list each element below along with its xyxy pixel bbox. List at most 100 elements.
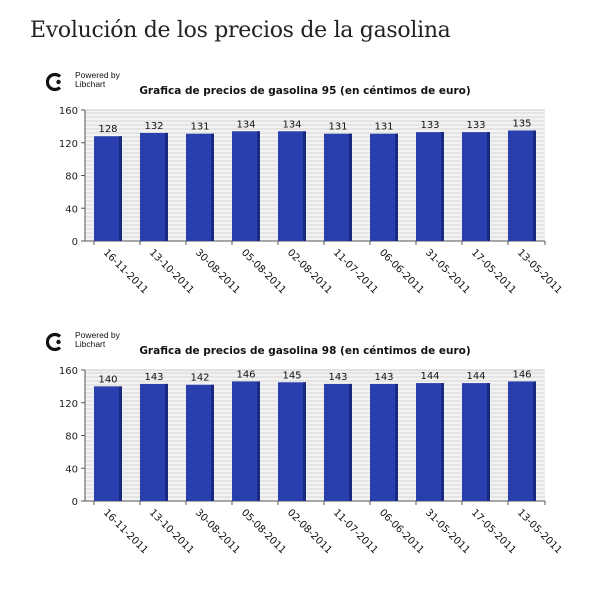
logo-line1: Powered by: [75, 70, 120, 80]
bar-shade: [533, 381, 536, 501]
y-tick-label: 80: [65, 432, 78, 443]
data-label: 131: [374, 122, 393, 133]
gasoline-98-chart: Powered by Libchart Grafica de precios d…: [0, 330, 613, 590]
bar: [462, 383, 490, 501]
x-tick-label: 02-08-2011: [285, 507, 334, 556]
bar-shade: [257, 381, 260, 501]
x-tick-label: 16-11-2011: [101, 507, 150, 556]
data-label: 144: [420, 371, 439, 382]
bar-shade: [487, 132, 490, 241]
libchart-icon: [46, 72, 62, 92]
bar-shade: [441, 132, 444, 241]
bar: [278, 131, 306, 241]
data-label: 132: [144, 121, 163, 132]
bar: [324, 383, 352, 501]
bar-chart-95: Grafica de precios de gasolina 95 (en cé…: [59, 85, 564, 296]
bar: [416, 132, 444, 241]
x-tick-label: 31-05-2011: [423, 247, 472, 296]
y-tick-label: 120: [59, 139, 78, 150]
libchart-logo: Powered by Libchart: [46, 70, 136, 100]
libchart-icon: [46, 332, 62, 352]
x-tick-label: 06-06-2011: [377, 247, 426, 296]
bar: [508, 130, 536, 241]
bar: [232, 131, 260, 241]
bar: [140, 383, 168, 501]
data-label: 133: [420, 120, 439, 131]
bar: [324, 133, 352, 241]
x-tick-label: 17-05-2011: [469, 247, 518, 296]
x-tick-label: 30-08-2011: [193, 507, 242, 556]
y-tick-label: 120: [59, 399, 78, 410]
x-tick-label: 02-08-2011: [285, 247, 334, 296]
bar-shade: [487, 383, 490, 501]
data-label: 146: [512, 369, 531, 380]
bar-shade: [349, 383, 352, 501]
logo-line2: Libchart: [75, 79, 106, 89]
data-label: 135: [512, 118, 531, 129]
x-tick-label: 13-10-2011: [147, 507, 196, 556]
bar: [94, 136, 122, 241]
chart-title: Grafica de precios de gasolina 95 (en cé…: [139, 85, 470, 97]
x-tick-label: 31-05-2011: [423, 507, 472, 556]
bar-chart-98: Grafica de precios de gasolina 98 (en cé…: [59, 345, 564, 556]
x-tick-label: 11-07-2011: [331, 247, 380, 296]
y-tick-label: 40: [65, 204, 78, 215]
bar: [278, 382, 306, 501]
x-tick-label: 05-08-2011: [239, 507, 288, 556]
bar: [416, 383, 444, 501]
bar: [186, 384, 214, 501]
data-label: 128: [98, 124, 117, 135]
y-tick-label: 40: [65, 464, 78, 475]
bar: [508, 381, 536, 501]
bar: [462, 132, 490, 241]
data-label: 143: [374, 372, 393, 383]
bar-shade: [349, 133, 352, 241]
data-label: 145: [282, 370, 301, 381]
chart-title: Grafica de precios de gasolina 98 (en cé…: [139, 345, 470, 357]
bar-shade: [211, 384, 214, 501]
bar: [140, 132, 168, 241]
data-label: 140: [98, 374, 117, 385]
x-tick-label: 05-08-2011: [239, 247, 288, 296]
logo-line1: Powered by: [75, 330, 120, 340]
bar-shade: [165, 132, 168, 241]
logo-text: Powered by Libchart: [75, 331, 120, 349]
x-tick-label: 13-05-2011: [515, 507, 564, 556]
x-tick-label: 06-06-2011: [377, 507, 426, 556]
page-title: Evolución de los precios de la gasolina: [30, 18, 451, 43]
data-label: 143: [144, 372, 163, 383]
y-tick-label: 0: [72, 237, 78, 248]
bar: [94, 386, 122, 501]
bar: [232, 381, 260, 501]
x-tick-label: 17-05-2011: [469, 507, 518, 556]
x-tick-label: 30-08-2011: [193, 247, 242, 296]
bar-shade: [119, 136, 122, 241]
data-label: 143: [328, 372, 347, 383]
bar-shade: [395, 383, 398, 501]
libchart-logo: Powered by Libchart: [46, 330, 136, 360]
x-tick-label: 13-10-2011: [147, 247, 196, 296]
logo-text: Powered by Libchart: [75, 71, 120, 89]
data-label: 134: [282, 119, 301, 130]
y-tick-label: 160: [59, 106, 78, 117]
x-tick-label: 13-05-2011: [515, 247, 564, 296]
bar-shade: [533, 130, 536, 241]
bar-shade: [257, 131, 260, 241]
y-tick-label: 160: [59, 366, 78, 377]
bar-shade: [303, 382, 306, 501]
bar: [370, 383, 398, 501]
gasoline-95-chart: Powered by Libchart Grafica de precios d…: [0, 70, 613, 330]
data-label: 142: [190, 373, 209, 384]
logo-line2: Libchart: [75, 339, 106, 349]
bar: [370, 133, 398, 241]
data-label: 134: [236, 119, 255, 130]
bar-shade: [395, 133, 398, 241]
data-label: 146: [236, 369, 255, 380]
data-label: 144: [466, 371, 485, 382]
bar: [186, 133, 214, 241]
bar-shade: [303, 131, 306, 241]
y-tick-label: 0: [72, 497, 78, 508]
data-label: 133: [466, 120, 485, 131]
bar-shade: [165, 383, 168, 501]
x-tick-label: 11-07-2011: [331, 507, 380, 556]
